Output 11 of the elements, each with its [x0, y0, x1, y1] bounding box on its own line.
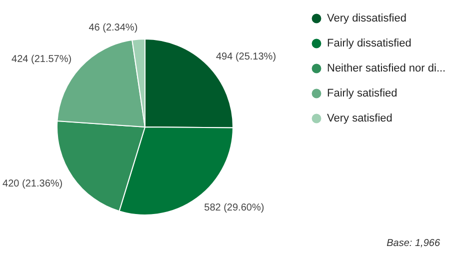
text: Base: 1,966: [386, 238, 440, 249]
legend-label: Very dissatisfied: [327, 12, 406, 24]
data-label: 494 (25.13%): [216, 52, 276, 63]
legend-label: Fairly satisfied: [327, 88, 398, 100]
legend-label: Neither satisfied nor di...: [327, 62, 446, 74]
legend-label: Fairly dissatisfied: [327, 38, 412, 50]
data-label: 420 (21.36%): [2, 178, 63, 190]
data-label: 582 (29.60%): [204, 202, 264, 214]
data-label: 424 (21.57%): [12, 54, 72, 66]
data-label: 46 (2.34%): [88, 22, 138, 34]
legend-label: Very satisfied: [327, 112, 392, 124]
